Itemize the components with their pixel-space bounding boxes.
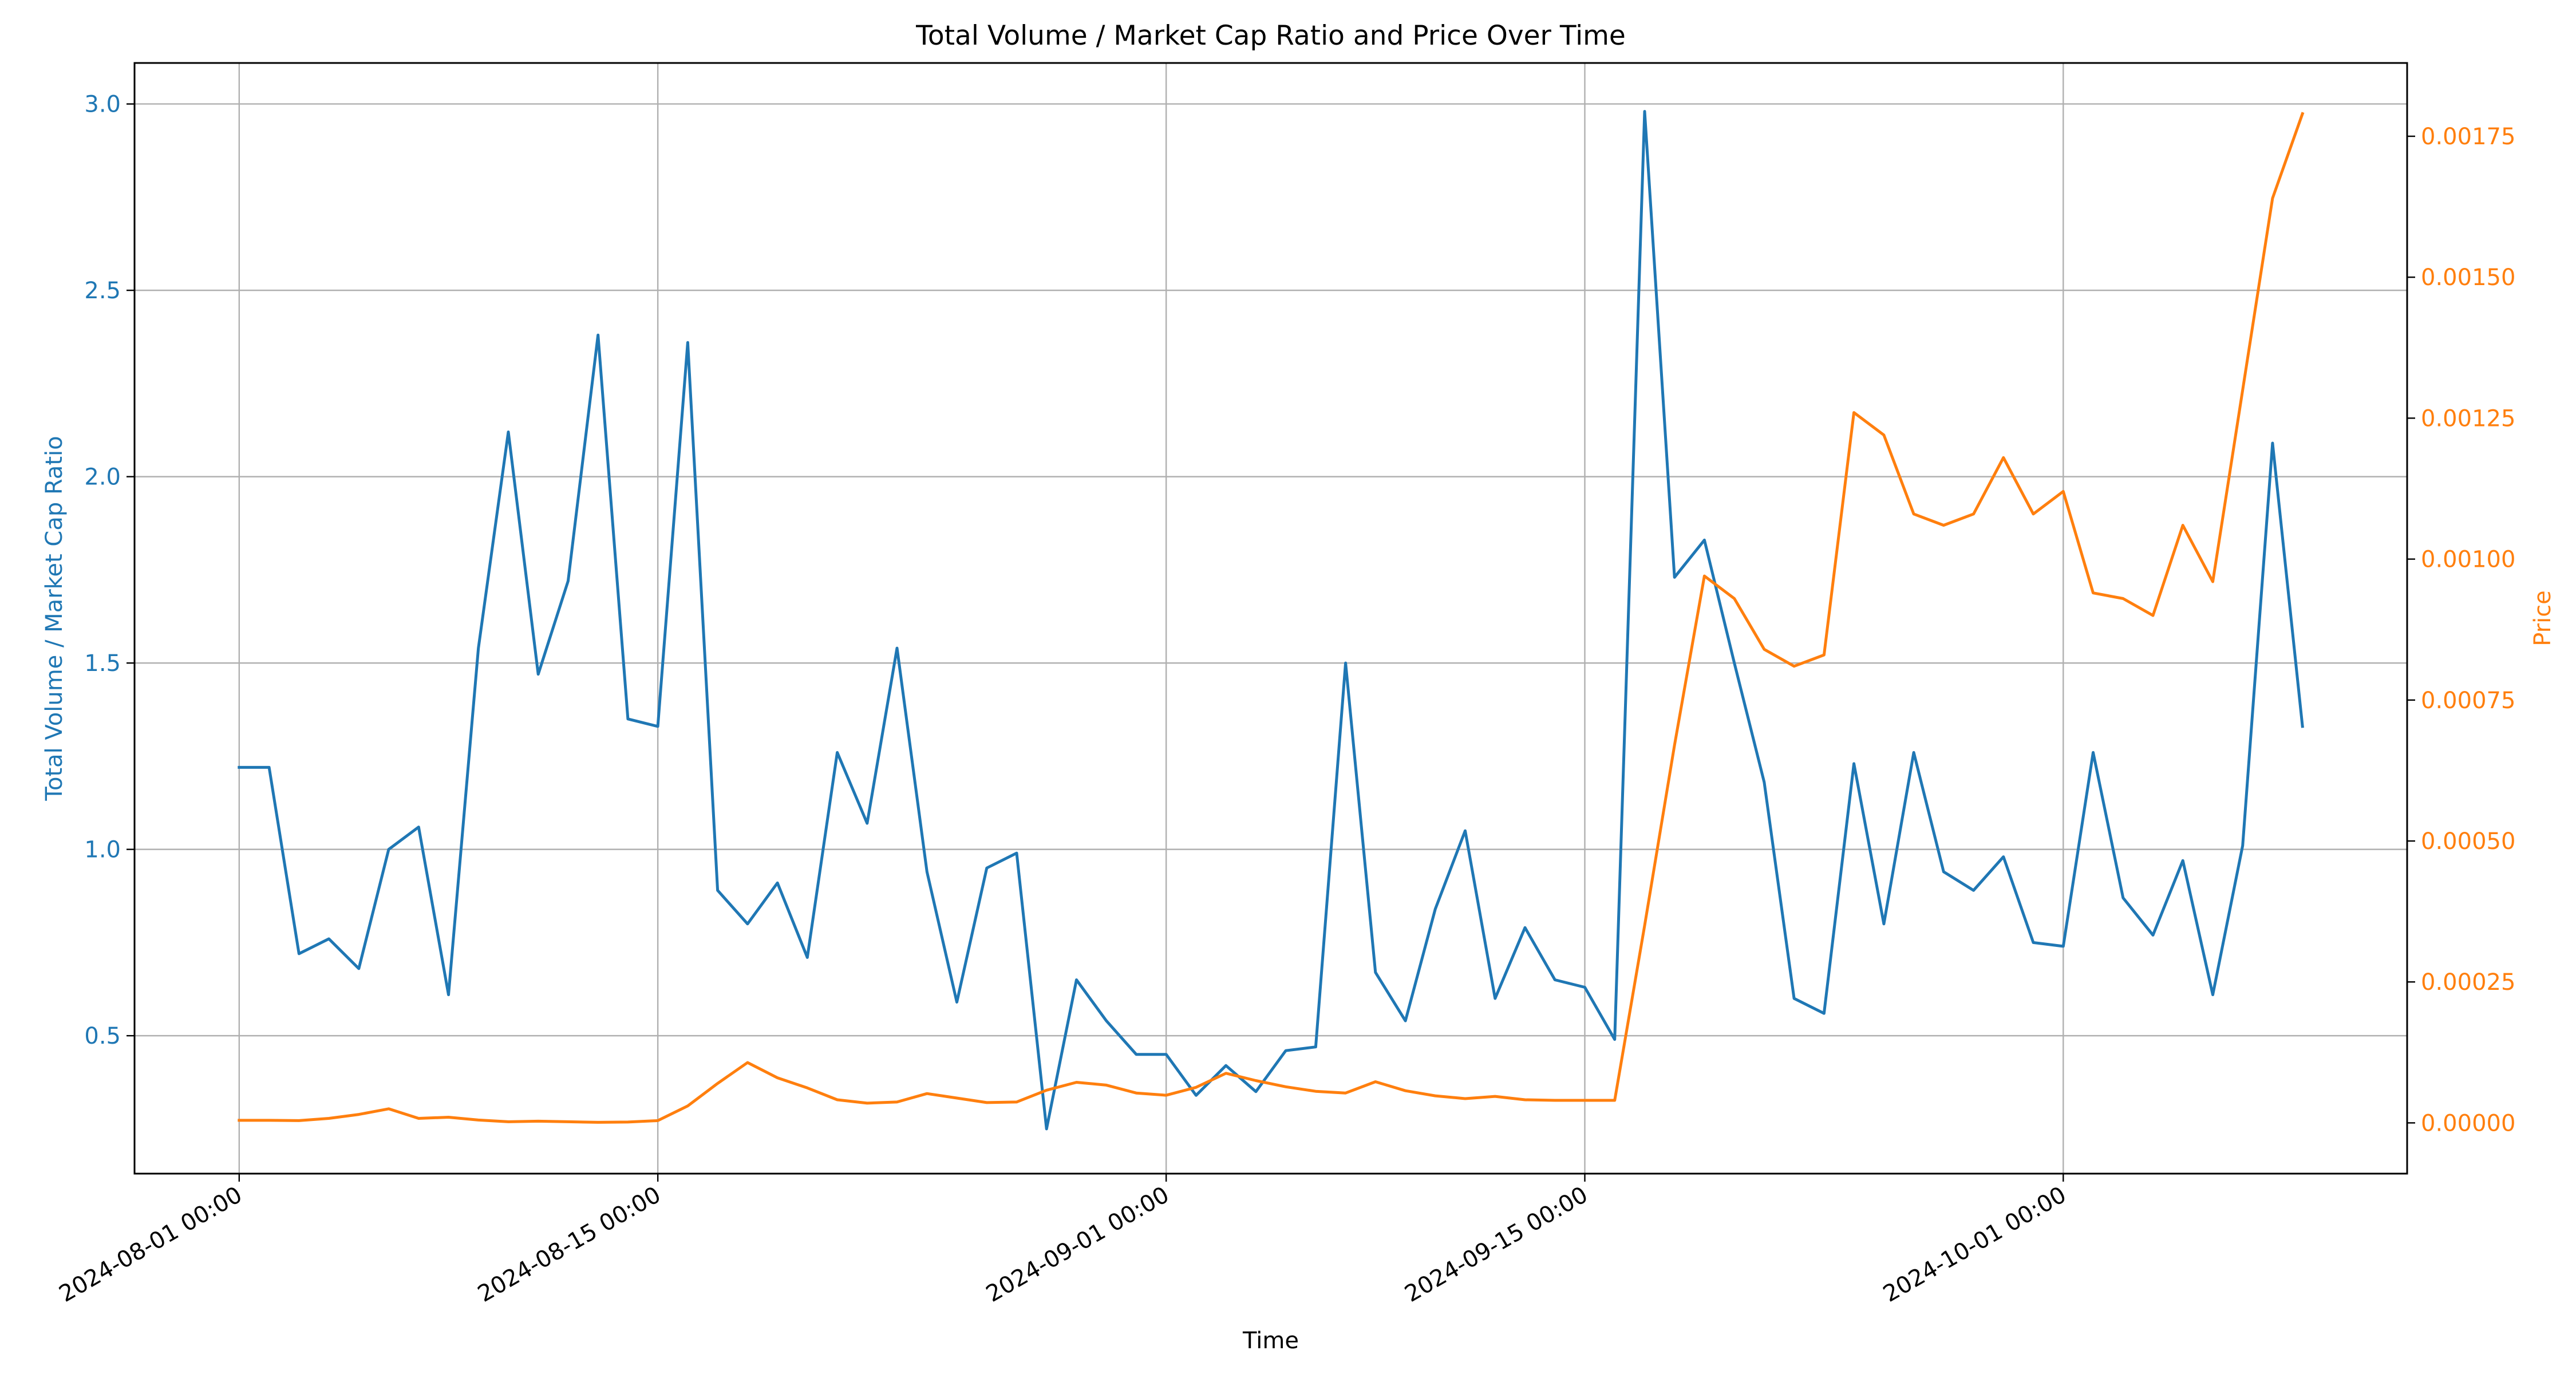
- y-right-tick-label: 0.00000: [2421, 1110, 2515, 1136]
- y-right-tick-label: 0.00075: [2421, 688, 2515, 714]
- ratio-series-line: [238, 110, 2304, 1131]
- y-right-tick-label: 0.00150: [2421, 264, 2515, 291]
- y-right-axis: 0.00000 0.00025 0.00050 0.00075 0.00100 0.001…: [2407, 124, 2515, 1136]
- y-left-tick-label: 0.5: [84, 1023, 121, 1049]
- chart-title: Total Volume / Market Cap Ratio and Pric…: [915, 20, 1626, 52]
- y-right-tick-label: 0.00025: [2421, 969, 2515, 996]
- series-layer: [238, 110, 2305, 1131]
- y-left-tick-label: 1.0: [84, 837, 121, 863]
- y-left-tick-label: 1.5: [84, 650, 121, 677]
- y-right-axis-label: Price: [2530, 590, 2556, 646]
- y-right-tick-label: 0.00125: [2421, 405, 2515, 432]
- y-right-tick-label: 0.00050: [2421, 828, 2515, 855]
- y-left-tick-label: 2.5: [84, 278, 121, 304]
- y-left-axis: 0.5 1.0 1.5 2.0 2.5 3.0: [84, 92, 135, 1049]
- x-axis-label: Time: [1242, 1328, 1299, 1354]
- plot-frame: [133, 62, 2408, 1175]
- y-right-tick-label: 0.00100: [2421, 547, 2515, 573]
- y-left-tick-label: 3.0: [84, 92, 121, 118]
- grid: [135, 63, 2407, 1174]
- y-left-axis-label: Total Volume / Market Cap Ratio: [41, 436, 68, 801]
- y-left-tick-label: 2.0: [84, 464, 121, 491]
- y-right-tick-label: 0.00175: [2421, 124, 2515, 150]
- price-series-line: [238, 112, 2305, 1124]
